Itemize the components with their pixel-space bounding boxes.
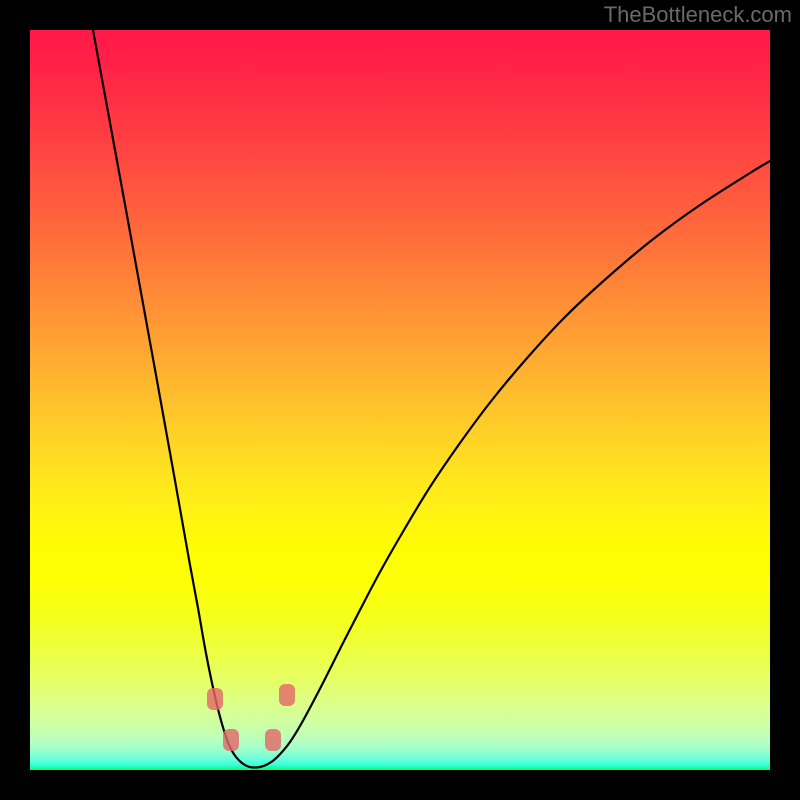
image-root: TheBottleneck.com	[0, 0, 800, 800]
curve-marker	[279, 684, 295, 706]
curve-marker	[223, 729, 239, 751]
watermark-text: TheBottleneck.com	[604, 0, 800, 28]
curve-layer	[30, 30, 770, 770]
curve-marker	[265, 729, 281, 751]
curve-marker	[207, 688, 223, 710]
plot-area	[30, 30, 770, 770]
bottleneck-curve	[93, 30, 770, 768]
